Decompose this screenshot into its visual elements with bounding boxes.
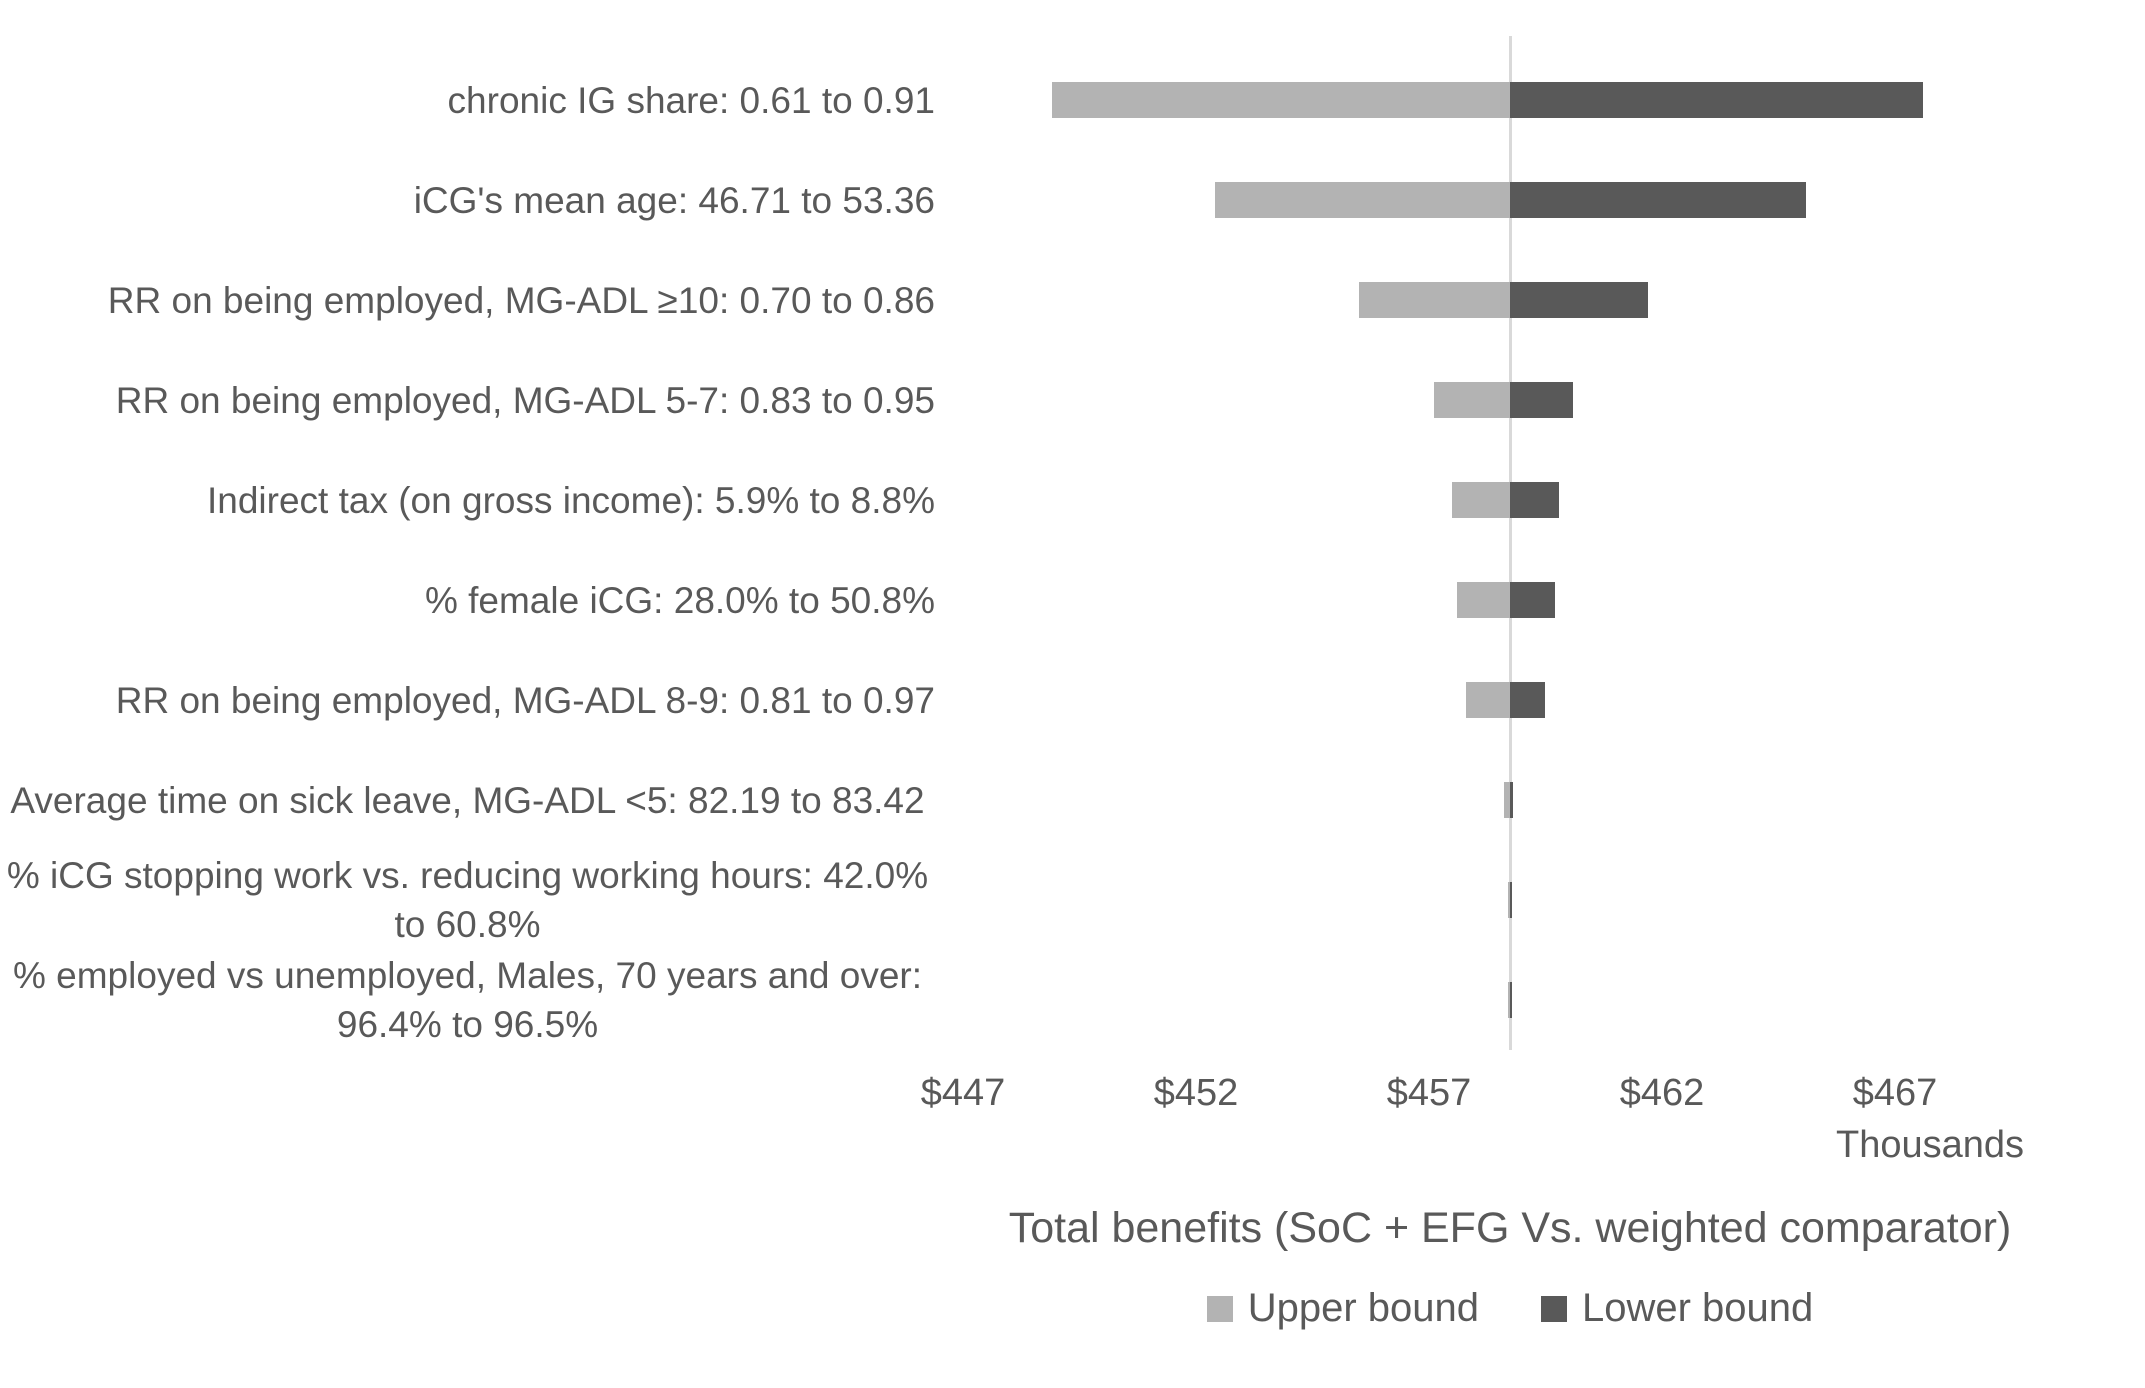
upper-bound-bar [1214, 182, 1511, 218]
category-label: Indirect tax (on gross income): 5.9% to … [206, 479, 935, 521]
lower-bound-bar [1510, 882, 1512, 918]
lower-bound-bar [1510, 282, 1648, 318]
category-label: iCG's mean age: 46.71 to 53.36 [413, 179, 935, 221]
category-label: RR on being employed, MG-ADL 5-7: 0.83 t… [115, 379, 935, 421]
x-axis-title: Total benefits (SoC + EFG Vs. weighted c… [1008, 1204, 2012, 1252]
upper-bound-bar [1456, 582, 1511, 618]
category-label: chronic IG share: 0.61 to 0.91 [447, 79, 935, 121]
lower-bound-bar [1510, 782, 1513, 818]
x-axis-tick-label: $457 [1386, 1072, 1472, 1114]
lower-bound-bar [1510, 682, 1546, 718]
category-label: % female iCG: 28.0% to 50.8% [424, 579, 935, 621]
category-label: % iCG stopping work vs. reducing working… [6, 855, 929, 945]
x-axis-tick-label: $452 [1153, 1072, 1239, 1114]
upper-bound-bar [1051, 82, 1511, 118]
category-label: RR on being employed, MG-ADL ≥10: 0.70 t… [107, 279, 935, 321]
legend-label-lower-bound: Lower bound [1582, 1286, 1814, 1330]
baseline-gridline [1508, 36, 1512, 1050]
lower-bound-bar [1510, 182, 1807, 218]
lower-bound-bar [1510, 82, 1923, 118]
legend-item-lower-bound: Lower bound [1541, 1286, 1813, 1331]
plot-area [950, 36, 2070, 1050]
category-label: RR on being employed, MG-ADL 8-9: 0.81 t… [115, 679, 935, 721]
upper-bound-bar [1508, 882, 1511, 918]
legend-swatch-upper-bound [1206, 1295, 1233, 1322]
upper-bound-bar [1503, 782, 1511, 818]
x-axis-tick-label: $467 [1852, 1072, 1938, 1114]
legend-label-upper-bound: Upper bound [1247, 1286, 1479, 1330]
legend-swatch-lower-bound [1541, 1295, 1567, 1322]
lower-bound-bar [1510, 982, 1512, 1018]
legend-item-upper-bound: Upper bound [1206, 1286, 1479, 1331]
x-axis-tick-label: $447 [920, 1072, 1006, 1114]
category-labels: chronic IG share: 0.61 to 0.91 iCG's mean… [0, 50, 935, 1050]
axis-unit-label: Thousands [1836, 1124, 2025, 1166]
lower-bound-bar [1510, 482, 1560, 518]
upper-bound-bar [1359, 282, 1511, 318]
category-label: Average time on sick leave, MG-ADL <5: 8… [10, 779, 925, 821]
x-axis-tick-label: $462 [1619, 1072, 1705, 1114]
upper-bound-bar [1466, 682, 1511, 718]
category-label: % employed vs unemployed, Males, 70 year… [12, 955, 923, 1045]
lower-bound-bar [1510, 382, 1574, 418]
x-axis-ticks: $447 $452 $457 $462 $467 [921, 1072, 2070, 1122]
upper-bound-bar [1433, 382, 1511, 418]
lower-bound-bar [1510, 582, 1555, 618]
upper-bound-bar [1452, 482, 1511, 518]
legend: Upper bound Lower bound [950, 1286, 2070, 1331]
upper-bound-bar [1508, 982, 1511, 1018]
